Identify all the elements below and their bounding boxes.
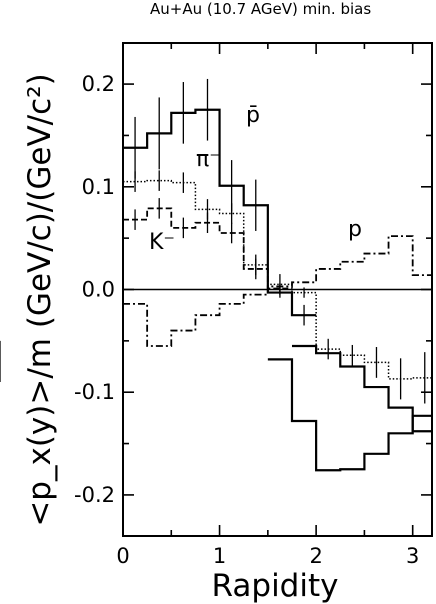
axis-ticks xyxy=(122,43,432,536)
x-tick-label: 0 xyxy=(116,544,129,568)
chart-title: Au+Au (10.7 AGeV) min. bias xyxy=(150,0,371,18)
plot-area xyxy=(122,42,433,537)
y-tick-label: -0.1 xyxy=(74,380,115,404)
x-tick-label: 2 xyxy=(309,544,322,568)
series-line-3 xyxy=(123,235,433,347)
label-p: p xyxy=(348,217,362,242)
label-pbar: p̄ xyxy=(246,103,260,128)
series-line-5 xyxy=(291,344,432,433)
series-labels: p̄ π⁻ K⁻ p xyxy=(149,103,362,255)
series-line-0 xyxy=(123,108,317,317)
x-tick-label: 1 xyxy=(213,544,226,568)
x-axis-label: Rapidity xyxy=(212,568,339,604)
axis-tick-labels: 0 1 2 3 -0.2 -0.1 0.0 0.1 0.2 xyxy=(74,72,419,568)
y-axis-label: <p_x(y)>/m (GeV/c)/(GeV/c²) xyxy=(22,73,58,526)
series-layer xyxy=(0,78,433,472)
y-tick-label: -0.2 xyxy=(74,483,115,507)
y-tick-label: 0.0 xyxy=(82,278,115,302)
series-line-1 xyxy=(123,179,433,380)
y-tick-label: 0.1 xyxy=(82,175,115,199)
label-pim: π⁻ xyxy=(196,147,221,172)
x-tick-label: 3 xyxy=(406,544,419,568)
y-tick-label: 0.2 xyxy=(82,72,115,96)
series-line-4 xyxy=(267,358,432,472)
label-km: K⁻ xyxy=(149,230,175,255)
